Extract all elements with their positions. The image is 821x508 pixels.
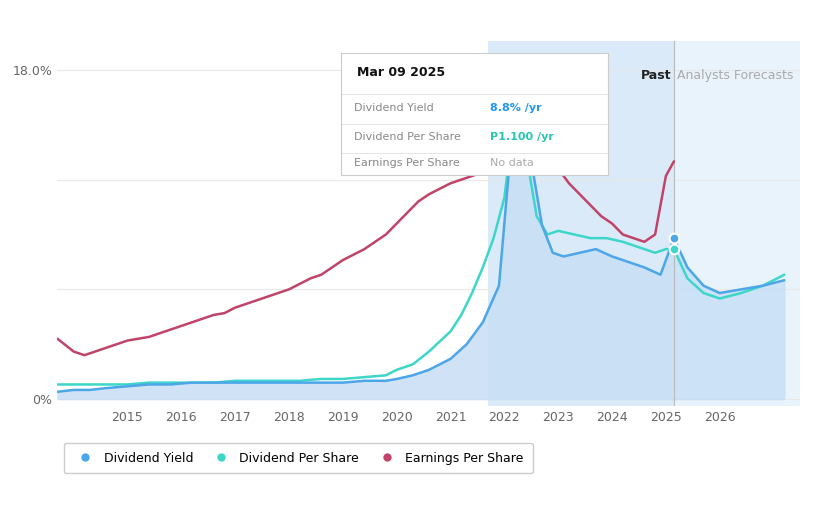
Bar (674, 41, 800, 406)
Text: Dividend Per Share: Dividend Per Share (354, 133, 461, 142)
Legend: Dividend Yield, Dividend Per Share, Earnings Per Share: Dividend Yield, Dividend Per Share, Earn… (64, 443, 533, 473)
Text: Earnings Per Share: Earnings Per Share (354, 158, 460, 168)
Bar (488, 41, 674, 406)
Text: Past: Past (640, 69, 672, 82)
Text: P1.100 /yr: P1.100 /yr (490, 133, 554, 142)
Text: 8.8% /yr: 8.8% /yr (490, 103, 542, 113)
Text: Analysts Forecasts: Analysts Forecasts (677, 69, 793, 82)
Text: Mar 09 2025: Mar 09 2025 (356, 66, 445, 79)
Text: No data: No data (490, 158, 534, 168)
Text: Dividend Yield: Dividend Yield (354, 103, 433, 113)
